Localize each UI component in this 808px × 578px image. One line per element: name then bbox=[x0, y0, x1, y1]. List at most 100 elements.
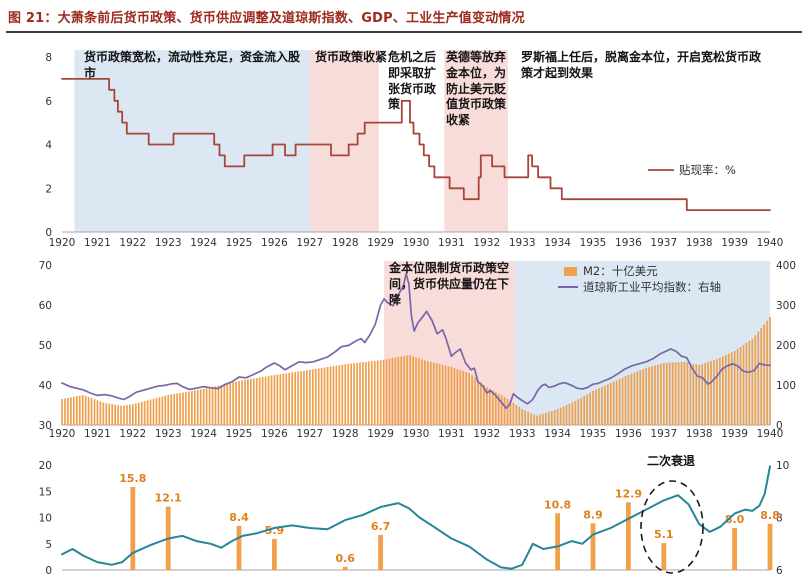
m2-bar bbox=[73, 396, 75, 425]
gdp-bar-value-label: 15.8 bbox=[119, 472, 146, 485]
m2-bar bbox=[87, 397, 90, 425]
x-axis-label: 1928 bbox=[332, 237, 359, 249]
m2-bar bbox=[323, 367, 326, 425]
m2-bar bbox=[562, 406, 565, 425]
m2-bar bbox=[326, 367, 329, 425]
gdp-bar bbox=[626, 502, 631, 570]
m2-bar bbox=[146, 400, 149, 425]
m2-bar bbox=[412, 356, 414, 425]
annotation-note: 货币政策宽松，流动性充足，资金流入股市 bbox=[84, 50, 301, 80]
y-axis-left-label: 60 bbox=[39, 300, 52, 312]
m2-bar bbox=[191, 391, 193, 425]
m2-bar bbox=[353, 363, 355, 425]
m2-bar bbox=[255, 378, 258, 425]
m2-bar bbox=[185, 392, 187, 425]
m2-bar bbox=[288, 372, 291, 425]
m2-bar bbox=[710, 361, 712, 425]
m2-bar bbox=[261, 377, 264, 425]
x-axis-label: 1920 bbox=[49, 428, 76, 440]
m2-bar bbox=[701, 364, 704, 425]
m2-bar bbox=[657, 364, 659, 425]
m2-bar bbox=[518, 407, 521, 425]
m2-bar bbox=[604, 385, 606, 425]
m2-bar bbox=[763, 324, 765, 425]
m2-bar bbox=[435, 363, 438, 425]
m2-bar bbox=[250, 379, 252, 425]
m2-bar bbox=[208, 387, 211, 425]
m2-bar bbox=[748, 341, 751, 425]
m2-bar bbox=[282, 373, 285, 425]
m2-bar bbox=[480, 382, 482, 425]
m2-bar bbox=[140, 401, 143, 425]
m2-bar bbox=[75, 396, 78, 425]
m2-bar bbox=[497, 393, 500, 425]
x-axis-label: 1923 bbox=[155, 237, 182, 249]
m2-bar bbox=[382, 359, 385, 425]
legend-bar-swatch bbox=[564, 267, 577, 276]
m2-bar bbox=[81, 395, 84, 425]
m2-bar bbox=[214, 386, 217, 425]
y-axis-left-label: 70 bbox=[39, 260, 52, 272]
m2-bar bbox=[309, 369, 311, 425]
m2-bar bbox=[294, 372, 296, 425]
m2-bar bbox=[533, 414, 535, 425]
annotation-note: 英德等放弃金本位，为防止美元贬值货币政策收紧 bbox=[446, 50, 507, 128]
x-axis-label: 1926 bbox=[261, 237, 288, 249]
m2-bar bbox=[149, 399, 152, 425]
m2-bar bbox=[730, 352, 733, 425]
m2-bar bbox=[114, 404, 116, 425]
m2-bar bbox=[766, 320, 768, 425]
gdp-bar-value-label: 8.4 bbox=[229, 511, 249, 524]
x-axis-label: 1930 bbox=[403, 428, 430, 440]
m2-bar bbox=[368, 361, 370, 425]
x-axis-label: 1935 bbox=[580, 428, 607, 440]
m2-bar bbox=[90, 398, 93, 425]
m2-bar bbox=[465, 372, 468, 425]
m2-bar bbox=[188, 391, 190, 425]
m2-bar bbox=[556, 409, 559, 425]
m2-bar bbox=[645, 367, 647, 425]
m2-bar bbox=[99, 401, 102, 425]
m2-bar bbox=[660, 363, 662, 425]
x-axis-label: 1920 bbox=[49, 237, 76, 249]
gdp-bar-value-label: 8.9 bbox=[583, 508, 603, 521]
m2-bar bbox=[515, 405, 518, 425]
gdp-bars: 15.812.18.45.90.66.710.88.912.95.18.0 8.8 bbox=[119, 472, 780, 570]
y-axis-right-label: 400 bbox=[776, 260, 796, 272]
y-axis-right-label: 10 bbox=[776, 460, 789, 472]
x-axis-label: 1924 bbox=[190, 428, 217, 440]
m2-bar bbox=[633, 372, 636, 425]
gdp-bar bbox=[272, 539, 277, 570]
y-axis-label: 8 bbox=[45, 52, 52, 64]
x-axis-label: 1929 bbox=[367, 428, 394, 440]
m2-bar bbox=[595, 389, 597, 425]
x-axis-label: 1921 bbox=[84, 237, 111, 249]
gdp-bar bbox=[378, 534, 383, 570]
m2-bar bbox=[137, 402, 140, 425]
m2-bar bbox=[441, 364, 444, 425]
m2-bar bbox=[739, 347, 742, 425]
gdp-bar bbox=[590, 523, 596, 570]
m2-bar bbox=[394, 357, 397, 425]
gdp-bar bbox=[767, 523, 773, 570]
m2-bar bbox=[273, 375, 276, 425]
m2-bar bbox=[264, 376, 267, 425]
m2-bar bbox=[376, 360, 379, 425]
m2-bar bbox=[362, 362, 364, 425]
m2-bar bbox=[226, 383, 229, 425]
m2-bar bbox=[683, 361, 686, 425]
m2-bar bbox=[724, 355, 727, 425]
m2-bar bbox=[506, 399, 509, 425]
m2-bar bbox=[164, 395, 167, 425]
m2-bar bbox=[474, 377, 476, 425]
m2-bar bbox=[760, 328, 763, 425]
m2-bar bbox=[722, 356, 724, 425]
m2-dow-chart: 30 40 50 60 70 0 100 200 300 400 1920 1921 1922 1923 1… bbox=[39, 260, 796, 440]
m2-bar bbox=[155, 398, 158, 425]
x-axis-label: 1936 bbox=[615, 428, 642, 440]
m2-bar bbox=[545, 412, 547, 425]
m2-bar bbox=[258, 377, 261, 425]
m2-bar bbox=[279, 374, 282, 425]
m2-bar bbox=[530, 413, 532, 425]
gdp-industrial-chart: 05101520681015.812.18.45.90.66.710.88.91… bbox=[39, 460, 790, 577]
